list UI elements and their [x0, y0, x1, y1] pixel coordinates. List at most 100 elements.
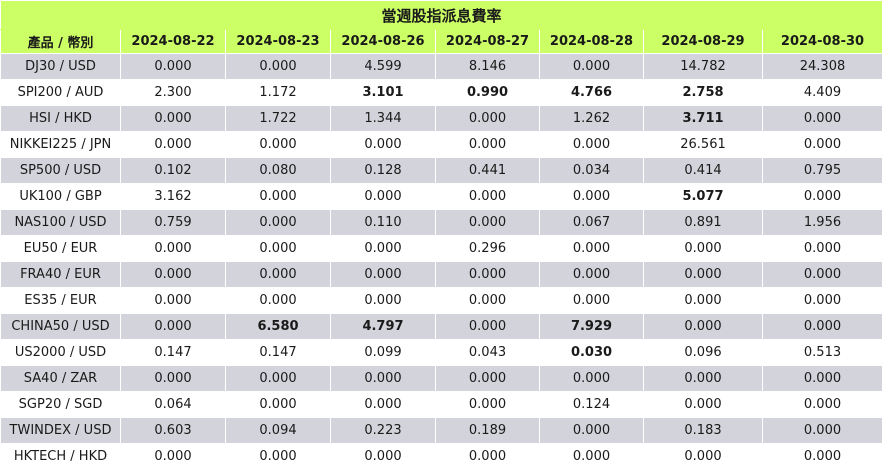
- rate-cell: 1.722: [226, 106, 331, 132]
- rate-cell: 0.000: [331, 392, 436, 418]
- rate-cell: 4.599: [331, 54, 436, 80]
- rate-cell: 0.034: [540, 158, 644, 184]
- rate-cell: 1.172: [226, 80, 331, 106]
- rate-cell: 0.000: [436, 210, 540, 236]
- rate-cell: 0.000: [226, 54, 331, 80]
- rate-cell: 0.000: [540, 236, 644, 262]
- rate-cell: 0.000: [226, 366, 331, 392]
- product-cell: SPI200 / AUD: [1, 80, 121, 106]
- rate-cell: 0.000: [331, 236, 436, 262]
- rate-cell: 1.956: [763, 210, 882, 236]
- rate-cell: 0.000: [540, 444, 644, 470]
- rate-cell: 0.000: [763, 418, 882, 444]
- rate-cell: 5.077: [644, 184, 763, 210]
- rate-cell: 8.146: [436, 54, 540, 80]
- rate-cell: 0.759: [121, 210, 226, 236]
- product-cell: ES35 / EUR: [1, 288, 121, 314]
- product-cell: FRA40 / EUR: [1, 262, 121, 288]
- rate-cell: 0.000: [644, 392, 763, 418]
- rate-cell: 3.101: [331, 80, 436, 106]
- rate-cell: 0.000: [763, 106, 882, 132]
- rate-cell: 7.929: [540, 314, 644, 340]
- rate-cell: 0.000: [121, 262, 226, 288]
- rate-cell: 0.000: [644, 444, 763, 470]
- rate-cell: 6.580: [226, 314, 331, 340]
- rate-cell: 0.000: [644, 314, 763, 340]
- rate-cell: 0.000: [226, 184, 331, 210]
- rate-cell: 0.000: [436, 314, 540, 340]
- rate-cell: 0.000: [436, 132, 540, 158]
- rate-cell: 0.000: [763, 262, 882, 288]
- column-header-date: 2024-08-30: [763, 30, 882, 54]
- rate-cell: 0.000: [226, 210, 331, 236]
- product-cell: TWINDEX / USD: [1, 418, 121, 444]
- rate-cell: 0.000: [226, 392, 331, 418]
- rate-cell: 0.000: [331, 262, 436, 288]
- rate-cell: 0.110: [331, 210, 436, 236]
- rate-cell: 0.000: [436, 262, 540, 288]
- rate-cell: 0.128: [331, 158, 436, 184]
- rate-cell: 0.000: [763, 444, 882, 470]
- rate-cell: 0.000: [436, 288, 540, 314]
- rate-cell: 0.000: [540, 132, 644, 158]
- rate-cell: 3.711: [644, 106, 763, 132]
- rate-cell: 0.147: [121, 340, 226, 366]
- rate-cell: 0.102: [121, 158, 226, 184]
- rate-cell: 0.000: [644, 366, 763, 392]
- rate-cell: 2.758: [644, 80, 763, 106]
- rate-cell: 4.797: [331, 314, 436, 340]
- rate-cell: 0.000: [644, 288, 763, 314]
- rate-cell: 0.000: [436, 184, 540, 210]
- rate-cell: 0.000: [540, 262, 644, 288]
- rate-cell: 14.782: [644, 54, 763, 80]
- rate-cell: 0.000: [121, 314, 226, 340]
- rate-cell: 4.766: [540, 80, 644, 106]
- rate-cell: 0.000: [226, 444, 331, 470]
- rate-cell: 0.000: [121, 236, 226, 262]
- column-header-date: 2024-08-28: [540, 30, 644, 54]
- product-cell: HKTECH / HKD: [1, 444, 121, 470]
- rate-cell: 0.000: [763, 392, 882, 418]
- rate-cell: 0.000: [121, 106, 226, 132]
- rate-cell: 0.094: [226, 418, 331, 444]
- rate-cell: 0.000: [121, 366, 226, 392]
- rate-cell: 0.000: [763, 314, 882, 340]
- rate-cell: 0.000: [331, 132, 436, 158]
- column-header-date: 2024-08-27: [436, 30, 540, 54]
- rate-cell: 0.000: [436, 366, 540, 392]
- rate-cell: 0.000: [226, 262, 331, 288]
- product-cell: NIKKEI225 / JPN: [1, 132, 121, 158]
- rate-cell: 0.096: [644, 340, 763, 366]
- rate-cell: 0.000: [436, 444, 540, 470]
- rate-cell: 0.000: [331, 444, 436, 470]
- column-header-date: 2024-08-26: [331, 30, 436, 54]
- rate-cell: 0.000: [436, 392, 540, 418]
- rate-cell: 0.000: [121, 54, 226, 80]
- product-cell: DJ30 / USD: [1, 54, 121, 80]
- rate-cell: 0.000: [121, 288, 226, 314]
- rate-cell: 0.891: [644, 210, 763, 236]
- rate-cell: 0.000: [763, 184, 882, 210]
- rate-cell: 0.000: [331, 366, 436, 392]
- rate-cell: 0.603: [121, 418, 226, 444]
- product-cell: NAS100 / USD: [1, 210, 121, 236]
- rate-cell: 0.000: [121, 132, 226, 158]
- product-cell: EU50 / EUR: [1, 236, 121, 262]
- product-cell: HSI / HKD: [1, 106, 121, 132]
